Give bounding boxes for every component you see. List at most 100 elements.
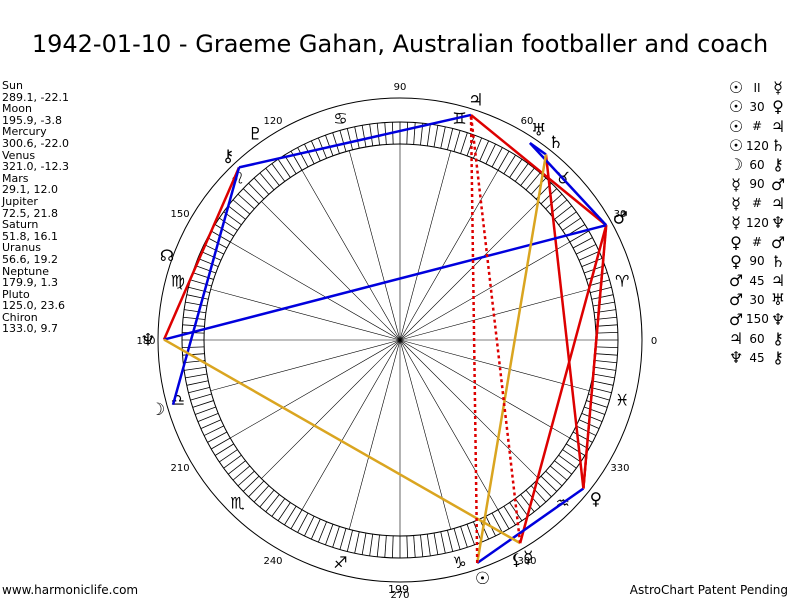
aspect-planet-2-icon: ☿ <box>773 78 783 98</box>
aspect-type: 45 <box>749 350 765 365</box>
planet-name-chiron: Chiron <box>2 310 38 324</box>
degree-tick <box>182 324 205 327</box>
aspect-type: 60 <box>749 331 765 346</box>
zodiac-sign-icon: ♎ <box>171 391 185 410</box>
degree-tick <box>271 498 286 517</box>
planet-venus-icon: ♀ <box>590 490 602 510</box>
degree-tick <box>433 125 439 148</box>
radial-spoke <box>399 339 539 479</box>
aspect-type: 30 <box>749 99 765 114</box>
aspect-planet-1-icon: ♀ <box>730 251 742 271</box>
degree-tick <box>413 535 416 558</box>
degree-tick <box>503 154 516 174</box>
zodiac-sign-icon: ♈ <box>615 271 629 290</box>
degree-tick <box>591 294 614 300</box>
degree-tick <box>253 177 270 195</box>
degree-tick <box>192 400 214 408</box>
degree-tick <box>211 437 231 450</box>
radial-spoke <box>348 150 401 341</box>
footer-patent-note: AstroChart Patent Pending <box>629 583 788 597</box>
degree-tick <box>232 199 251 215</box>
aspect-line <box>476 487 585 565</box>
aspect-type: 90 <box>749 254 765 269</box>
degree-tick <box>200 419 222 430</box>
degree-tick <box>554 205 573 220</box>
degree-tick <box>304 143 315 165</box>
degree-label-300: 300 <box>517 556 536 567</box>
degree-tick <box>277 159 291 178</box>
degree-tick <box>297 512 309 533</box>
degree-tick <box>594 309 616 314</box>
aspect-line <box>162 166 241 341</box>
lilith-icon: ⚸ <box>511 550 523 569</box>
planet-name-sun: Sun <box>2 79 23 92</box>
radial-spoke <box>399 339 452 530</box>
planet-saturn-icon: ♄ <box>548 133 563 153</box>
degree-tick <box>203 425 225 436</box>
degree-tick <box>277 502 291 521</box>
degree-tick <box>195 265 216 274</box>
degree-tick <box>271 163 286 182</box>
degree-tick <box>190 393 212 401</box>
radial-spoke <box>399 339 570 439</box>
degree-tick <box>339 528 347 550</box>
degree-tick <box>595 346 618 349</box>
degree-tick <box>433 532 439 555</box>
aspect-row: ☉ 120 ♄ <box>726 136 788 155</box>
degree-tick <box>545 193 563 210</box>
degree-tick <box>182 346 205 349</box>
radial-spoke <box>399 150 452 341</box>
degree-tick <box>491 512 503 533</box>
degree-tick <box>426 534 431 556</box>
chart-center-number: 199 <box>388 583 409 596</box>
degree-tick <box>520 167 535 186</box>
degree-tick <box>384 535 387 558</box>
radial-spoke <box>301 339 401 510</box>
aspect-line <box>582 225 608 489</box>
aspect-planet-2-icon: ♄ <box>770 136 786 156</box>
degree-tick <box>566 443 586 456</box>
aspect-planet-1-icon: ♂ <box>728 290 744 310</box>
degree-tick <box>562 217 581 231</box>
aspect-planet-1-icon: ☉ <box>728 78 744 98</box>
aspect-planet-2-icon: ⚷ <box>772 348 784 368</box>
degree-tick <box>242 188 260 205</box>
aspect-planet-1-icon: ♂ <box>728 309 744 329</box>
aspect-line <box>470 113 608 227</box>
aspect-type: 120 <box>746 215 769 230</box>
aspect-type: # <box>751 235 763 250</box>
aspect-planet-1-icon: ☉ <box>728 116 744 136</box>
degree-tick <box>520 494 535 513</box>
degree-tick <box>503 506 516 526</box>
aspect-row: ☉ II ☿ <box>726 78 788 97</box>
aspect-planet-1-icon: ♆ <box>728 348 744 368</box>
degree-tick <box>530 485 547 503</box>
aspect-planet-1-icon: ☿ <box>731 193 741 213</box>
degree-tick <box>332 526 340 548</box>
chart-title: 1942-01-10 - Graeme Gahan, Australian fo… <box>31 30 769 58</box>
radial-spoke <box>348 339 401 530</box>
degree-tick <box>214 443 234 456</box>
degree-label-30: 30 <box>614 209 627 220</box>
zodiac-sign-icon: ♐ <box>333 553 347 572</box>
degree-label-210: 210 <box>170 463 189 474</box>
aspect-line <box>528 142 608 227</box>
degree-label-150: 150 <box>170 209 189 220</box>
planet-name-pluto: Pluto <box>2 287 30 301</box>
radial-spoke <box>399 339 590 392</box>
degree-tick <box>594 366 616 371</box>
aspect-type: # <box>751 119 763 134</box>
degree-tick <box>491 147 503 168</box>
aspect-type: 60 <box>749 157 765 172</box>
planet-values-chiron: 133.0, 9.7 <box>2 322 58 336</box>
planet-values-uranus: 56.6, 19.2 <box>2 252 58 266</box>
degree-tick <box>197 413 219 423</box>
degree-tick <box>297 147 309 168</box>
degree-tick <box>325 524 334 545</box>
planet-values-pluto: 125.0, 23.6 <box>2 299 65 313</box>
degree-tick <box>192 272 214 280</box>
degree-tick <box>514 163 529 182</box>
degree-tick <box>497 509 510 529</box>
degree-tick <box>290 509 303 529</box>
planet-moon-icon: ☽ <box>150 400 165 420</box>
